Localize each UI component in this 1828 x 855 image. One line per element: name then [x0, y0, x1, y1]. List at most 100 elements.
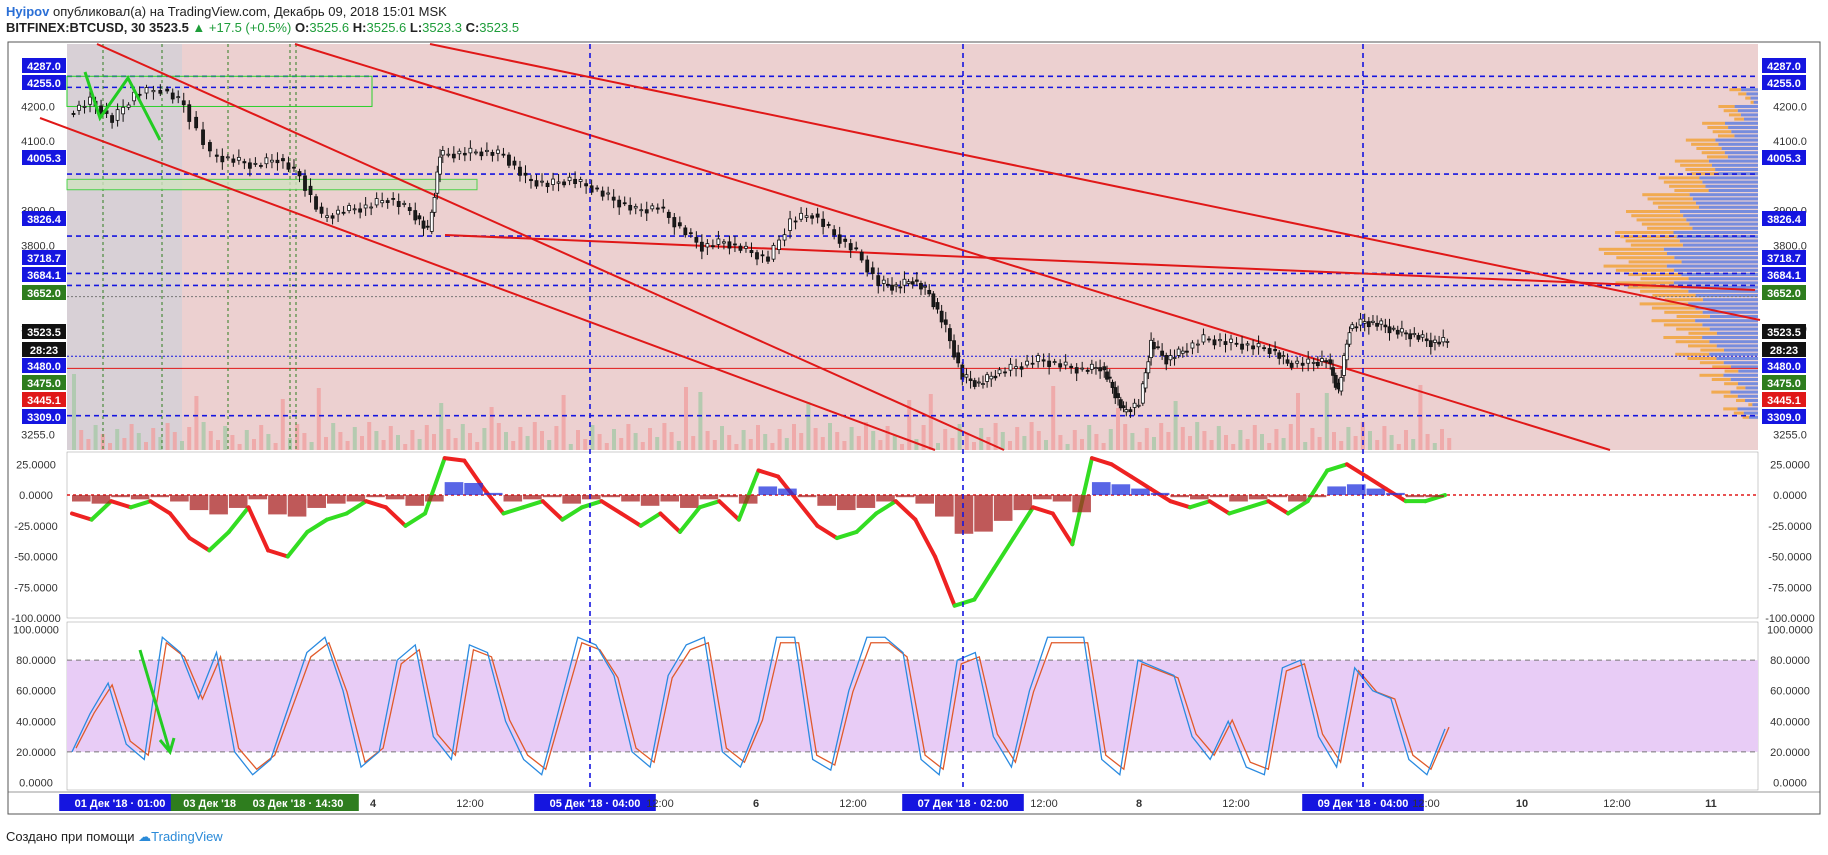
volume-profile-bar-orange: [1691, 142, 1719, 146]
y-tick-label-left: 3255.0: [21, 429, 55, 441]
candle-body: [939, 310, 944, 323]
x-tick-label: 12:00: [646, 798, 674, 810]
candle-body: [1306, 358, 1311, 364]
candle-body: [369, 206, 374, 209]
candle-body: [876, 275, 881, 286]
volume-profile-bar-blue: [1745, 386, 1758, 390]
volume-bar: [828, 423, 832, 450]
volume-bar: [820, 437, 825, 450]
price-label-box-left: [22, 58, 66, 73]
oscillator-segment: [874, 499, 898, 516]
volume-profile-bar-orange: [1663, 180, 1703, 184]
volume-profile-bar-blue: [1702, 310, 1758, 314]
volume-profile-bar-blue: [1734, 105, 1758, 108]
volume-profile-bar-blue: [1692, 197, 1758, 201]
x-tick-label: 10: [1516, 798, 1528, 810]
volume-bar: [1101, 443, 1106, 450]
osc-tick-left: -25.0000: [14, 521, 57, 533]
volume-bar: [504, 432, 508, 450]
candle-body: [1080, 367, 1085, 370]
volume-bar: [244, 430, 249, 450]
volume-profile-bar-blue: [1695, 294, 1758, 297]
volume-bar: [1396, 444, 1401, 450]
volume-bar: [439, 403, 444, 450]
volume-profile-bar-blue: [1695, 201, 1758, 205]
x-tick-label: 12:00: [1412, 798, 1440, 810]
y-tick-label-right: 4200.0: [1773, 101, 1807, 113]
candle-body: [425, 225, 430, 228]
stochastic-pane[interactable]: 100.0000 100.0000 80.0000 80.0000 60.0000 60.…: [13, 621, 1813, 791]
trend-channel-line: [444, 234, 1756, 291]
candle-body: [727, 241, 732, 249]
candle-body: [1424, 338, 1429, 342]
osc-tick-left: 25.0000: [16, 459, 56, 471]
histogram-bar: [836, 495, 856, 511]
volume-bar: [655, 437, 660, 450]
volume-profile-bar-blue: [1750, 96, 1758, 100]
tradingview-logo-icon[interactable]: ☁: [138, 829, 152, 844]
candle-body: [976, 381, 981, 384]
volume-profile-bar-blue: [1702, 323, 1758, 327]
footer: Создано при помощи ☁TradingView: [6, 829, 223, 845]
candle-body: [799, 212, 803, 220]
candle-body: [826, 224, 831, 226]
time-axis[interactable]: 01 Дек '18 · 01:00 03 Дек '18 · 03 Дек '18…: [8, 791, 1820, 811]
volume-bar: [1368, 431, 1372, 450]
volume-bar: [288, 438, 292, 450]
volume-profile-bar-blue: [1727, 155, 1758, 159]
volume-profile-bar-blue: [1716, 344, 1758, 348]
candle-body: [1412, 333, 1417, 336]
volume-profile-bar-blue: [1692, 226, 1758, 230]
footer-brand[interactable]: TradingView: [151, 829, 223, 844]
oscillator-segment: [1031, 505, 1055, 516]
volume-bar: [1202, 431, 1207, 450]
candle-body: [683, 227, 688, 236]
volume-bar: [1173, 401, 1178, 450]
osc-tick-right: -100.0000: [1765, 613, 1815, 625]
candle-body: [417, 215, 422, 220]
volume-profile-bar-blue: [1723, 373, 1758, 377]
price-pane[interactable]: 4200.04200.04100.04100.03900.03900.03800…: [21, 43, 1807, 451]
candle-body: [859, 251, 864, 261]
volume-bar: [972, 442, 976, 450]
oscillator-segment: [403, 511, 428, 528]
oscillator-segment: [1129, 474, 1153, 491]
volume-bar: [604, 443, 609, 450]
histogram-bar: [346, 495, 366, 502]
author-name[interactable]: Hyipov: [6, 4, 50, 19]
histogram-bar: [621, 495, 640, 502]
price-label-box-right: [1762, 75, 1806, 90]
volume-bar: [892, 435, 897, 450]
stoch-tick-left: 80.0000: [16, 655, 56, 667]
oscillator-pane[interactable]: 25.0000 25.0000 0.0000 0.0000 -25.0000 -25.00…: [11, 451, 1815, 625]
candle-body: [710, 245, 715, 248]
volume-profile-bar-blue: [1679, 239, 1758, 243]
candle-body: [385, 200, 390, 203]
price-label-box-left: [22, 267, 66, 282]
up-arrow-icon: ▲: [192, 20, 206, 35]
stoch-tick-right: 20.0000: [1770, 747, 1810, 759]
candle-body: [214, 154, 219, 157]
volume-bar: [259, 425, 264, 450]
volume-bar: [108, 443, 112, 450]
volume-profile-bar-blue: [1702, 336, 1758, 339]
range-box: [66, 75, 373, 107]
candle-body: [1289, 362, 1294, 368]
volume-bar: [842, 441, 847, 450]
stoch-tick-right: 60.0000: [1770, 686, 1810, 698]
candle-body: [1180, 350, 1185, 354]
volume-bar: [705, 431, 710, 450]
volume-bar: [489, 407, 494, 450]
volume-profile-bar-orange: [1651, 319, 1696, 323]
candle-body: [1074, 367, 1079, 374]
candle-body: [121, 106, 126, 115]
volume-bar: [1389, 435, 1394, 450]
candle-body: [902, 278, 907, 286]
candle-body: [545, 182, 550, 188]
volume-bar: [1087, 425, 1092, 450]
volume-profile-bar-orange: [1680, 163, 1712, 167]
volume-profile-bar-orange: [1640, 277, 1689, 281]
candle-body: [749, 250, 754, 254]
x-label-box: [1302, 794, 1424, 811]
